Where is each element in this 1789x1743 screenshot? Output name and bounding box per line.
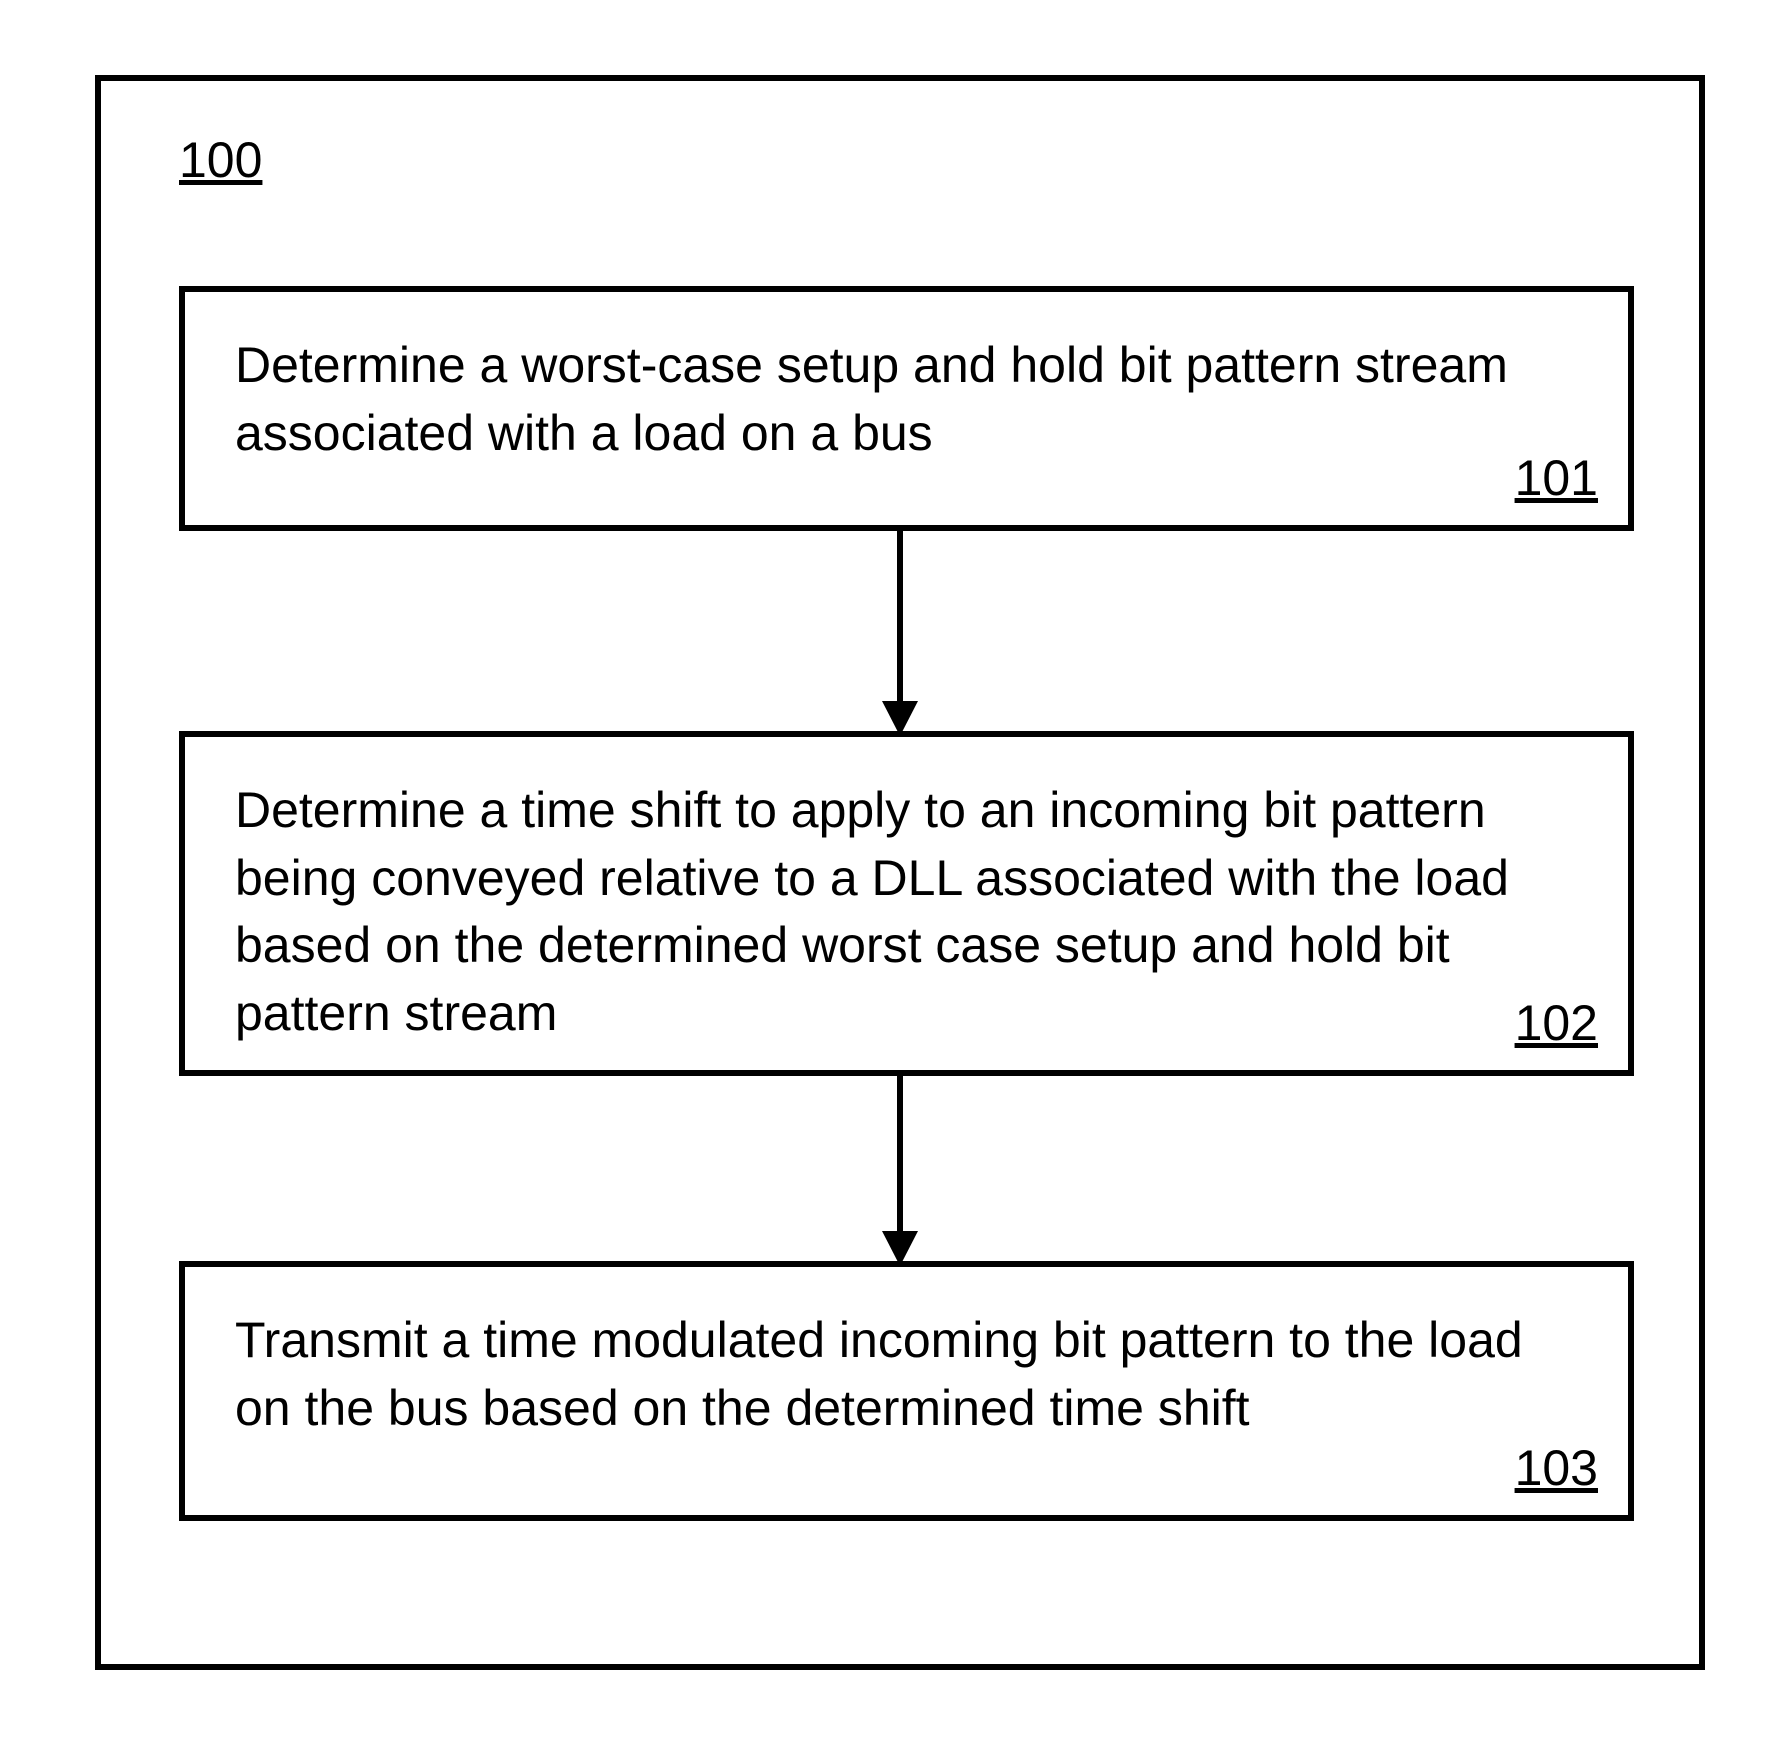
- node-number: 103: [1515, 1439, 1598, 1497]
- figure-label: 100: [179, 131, 262, 189]
- flowchart-arrow-2: [870, 1076, 930, 1266]
- flowchart-node-102: Determine a time shift to apply to an in…: [179, 731, 1634, 1076]
- node-number: 101: [1515, 449, 1598, 507]
- flowchart-node-103: Transmit a time modulated incoming bit p…: [179, 1261, 1634, 1521]
- node-number: 102: [1515, 994, 1598, 1052]
- flowchart-arrow-1: [870, 531, 930, 736]
- flowchart-node-101: Determine a worst-case setup and hold bi…: [179, 286, 1634, 531]
- node-text: Transmit a time modulated incoming bit p…: [235, 1307, 1578, 1442]
- node-text: Determine a worst-case setup and hold bi…: [235, 332, 1578, 467]
- node-text: Determine a time shift to apply to an in…: [235, 777, 1578, 1047]
- flowchart-container: 100 Determine a worst-case setup and hol…: [95, 75, 1705, 1670]
